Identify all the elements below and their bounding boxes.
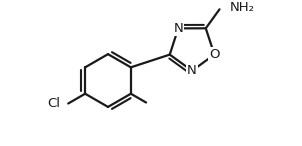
- Text: O: O: [209, 48, 220, 61]
- Text: N: N: [187, 64, 197, 77]
- Text: Cl: Cl: [47, 97, 60, 110]
- Text: NH₂: NH₂: [229, 1, 254, 14]
- Text: N: N: [173, 22, 183, 35]
